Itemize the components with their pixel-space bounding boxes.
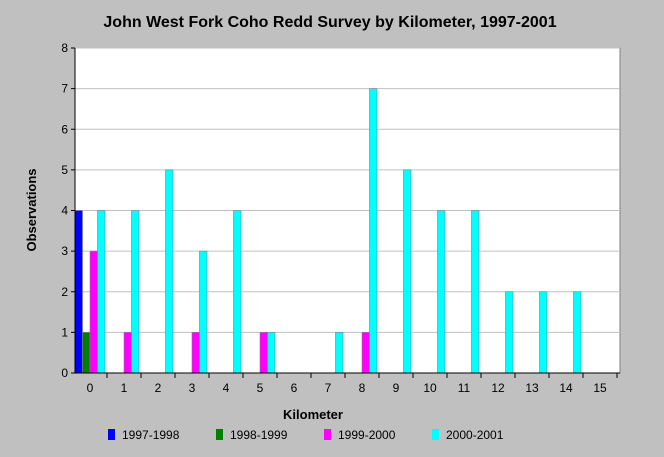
legend-swatch-2000-2001 xyxy=(432,429,439,440)
bar-1997-1998-km-0 xyxy=(74,210,83,374)
legend-label-1998-1999: 1998-1999 xyxy=(230,428,288,442)
x-tick-label: 6 xyxy=(291,381,298,395)
y-tick-label: 3 xyxy=(61,244,68,258)
y-tick-label: 5 xyxy=(61,163,68,177)
bar-2000-2001-km-14 xyxy=(573,291,582,374)
legend-swatch-1998-1999 xyxy=(216,429,223,440)
bar-2000-2001-km-8 xyxy=(369,88,378,374)
legend: 1997-1998 1998-1999 1999-2000 2000-2001 xyxy=(108,428,504,442)
bar-1998-1999-km-0 xyxy=(82,332,91,374)
y-axis-ticks: 0 1 2 3 4 5 6 7 8 xyxy=(61,41,75,380)
x-tick-label: 9 xyxy=(393,381,400,395)
bar-1999-2000-km-0 xyxy=(89,250,98,374)
x-tick-label: 0 xyxy=(87,381,94,395)
y-tick-label: 2 xyxy=(61,285,68,299)
bar-2000-2001-km-10 xyxy=(437,210,446,374)
bar-2000-2001-km-12 xyxy=(505,291,514,374)
bars xyxy=(74,88,582,374)
x-tick-label: 15 xyxy=(593,381,607,395)
x-tick-label: 11 xyxy=(458,381,471,395)
x-tick-label: 5 xyxy=(257,381,264,395)
y-tick-label: 0 xyxy=(61,366,68,380)
legend-label-1997-1998: 1997-1998 xyxy=(122,428,180,442)
x-tick-label: 1 xyxy=(121,381,128,395)
y-tick-label: 7 xyxy=(61,82,68,96)
bar-2000-2001-km-0 xyxy=(97,210,106,374)
bar-2000-2001-km-9 xyxy=(403,169,412,374)
bar-1999-2000-km-1 xyxy=(123,332,132,374)
x-tick-label: 2 xyxy=(155,381,162,395)
bar-2000-2001-km-3 xyxy=(199,250,208,374)
bar-1999-2000-km-5 xyxy=(259,332,268,374)
chart-title: John West Fork Coho Redd Survey by Kilom… xyxy=(103,14,556,31)
x-tick-label: 14 xyxy=(559,381,573,395)
bar-2000-2001-km-7 xyxy=(335,332,344,374)
y-tick-label: 6 xyxy=(61,122,68,136)
x-tick-label: 4 xyxy=(223,381,230,395)
x-tick-label: 3 xyxy=(189,381,196,395)
legend-swatch-1997-1998 xyxy=(108,429,115,440)
x-tick-label: 13 xyxy=(525,381,539,395)
bar-2000-2001-km-11 xyxy=(471,210,480,374)
y-tick-label: 4 xyxy=(61,204,68,218)
y-tick-label: 1 xyxy=(61,325,68,339)
bar-2000-2001-km-5 xyxy=(267,332,276,374)
x-tick-label: 8 xyxy=(359,381,366,395)
x-axis-title: Kilometer xyxy=(283,407,343,422)
bar-1999-2000-km-8 xyxy=(361,332,370,374)
y-axis-title: Observations xyxy=(24,168,39,251)
legend-label-2000-2001: 2000-2001 xyxy=(446,428,504,442)
legend-label-1999-2000: 1999-2000 xyxy=(338,428,396,442)
x-axis-ticks: 0 1 2 3 4 5 6 7 8 9 10 11 12 13 14 15 xyxy=(87,373,618,395)
y-tick-label: 8 xyxy=(61,41,68,55)
bar-2000-2001-km-1 xyxy=(131,210,140,374)
bar-2000-2001-km-4 xyxy=(233,210,242,374)
bar-2000-2001-km-2 xyxy=(165,169,174,374)
bar-1999-2000-km-3 xyxy=(191,332,200,374)
legend-swatch-1999-2000 xyxy=(324,429,331,440)
x-tick-label: 7 xyxy=(325,381,332,395)
x-tick-label: 10 xyxy=(423,381,437,395)
bar-2000-2001-km-13 xyxy=(539,291,548,374)
x-tick-label: 12 xyxy=(491,381,505,395)
